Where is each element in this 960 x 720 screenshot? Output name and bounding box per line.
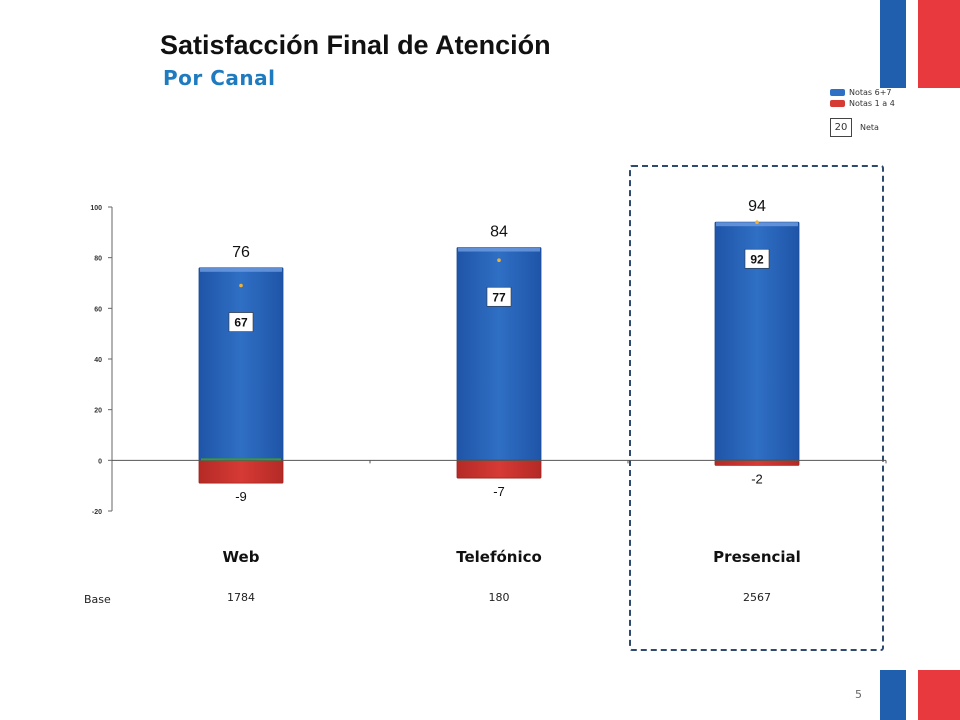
page-title: Satisfacción Final de Atención	[160, 30, 551, 60]
data-label-positive: 94	[748, 198, 766, 215]
chart-legend: Notas 6+7 Notas 1 a 4 20 Neta	[830, 87, 895, 137]
bar-positive	[198, 267, 284, 461]
data-label-positive: 76	[232, 244, 250, 261]
bar-positive-highlight	[458, 247, 540, 252]
base-value-telefonico: 180	[488, 591, 510, 604]
y-tick-label: 0	[98, 458, 102, 465]
bar-positive	[456, 247, 542, 461]
bar-negative	[714, 459, 800, 466]
flag-top	[880, 0, 960, 88]
data-label-negative: -2	[751, 471, 763, 486]
y-tick-label: 100	[90, 205, 102, 212]
neta-label-value: 77	[492, 290, 506, 304]
legend-label-positive: Notas 6+7	[849, 88, 892, 97]
bar-positive-highlight	[200, 267, 282, 272]
y-tick-label: -20	[92, 509, 102, 516]
legend-item-neta: 20 Neta	[830, 118, 895, 137]
data-label-positive: 84	[490, 224, 508, 241]
page-subtitle: Por Canal	[163, 66, 276, 90]
data-label-negative: -9	[235, 489, 247, 504]
base-value-web: 1784	[227, 591, 255, 604]
neta-marker	[755, 220, 759, 224]
neta-label-box	[486, 286, 512, 307]
category-label-web: Web	[222, 548, 260, 566]
neta-label-value: 92	[750, 252, 764, 266]
bar-negative	[198, 459, 284, 484]
legend-item-negative: Notas 1 a 4	[830, 98, 895, 109]
highlight-frame-presencial	[629, 165, 884, 651]
legend-swatch-negative	[830, 100, 845, 107]
neta-marker	[239, 283, 243, 288]
legend-swatch-positive	[830, 89, 845, 96]
page-number: 5	[855, 688, 862, 701]
category-label-telefonico: Telefónico	[456, 548, 542, 566]
legend-label-neta: Neta	[860, 123, 879, 132]
bar-positive-highlight	[716, 222, 798, 227]
base-label: Base	[84, 593, 111, 606]
legend-label-negative: Notas 1 a 4	[849, 99, 895, 108]
neta-label-box	[228, 312, 254, 332]
legend-item-positive: Notas 6+7	[830, 87, 895, 98]
neta-label-value: 67	[234, 316, 248, 330]
category-label-presencial: Presencial	[713, 548, 801, 566]
y-tick-label: 40	[94, 357, 102, 364]
bar-negative	[456, 459, 542, 479]
flag-bottom	[880, 670, 960, 720]
y-tick-label: 20	[94, 408, 102, 415]
base-value-presencial: 2567	[743, 591, 771, 604]
data-label-negative: -7	[493, 484, 505, 499]
neta-label-box	[744, 248, 770, 269]
neta-marker	[497, 258, 501, 263]
y-tick-label: 80	[94, 256, 102, 263]
y-tick-label: 60	[94, 306, 102, 313]
legend-neta-box: 20	[830, 118, 852, 137]
